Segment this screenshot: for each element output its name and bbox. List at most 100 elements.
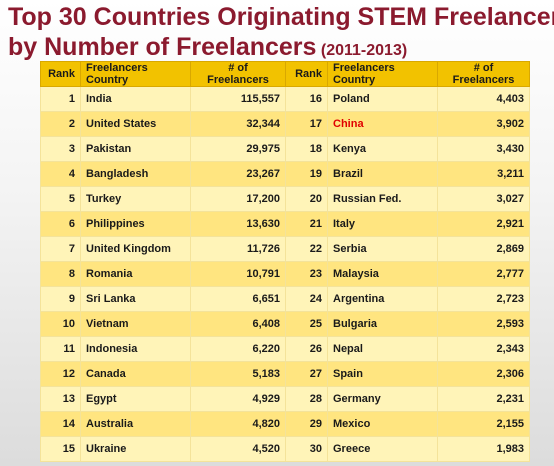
count-cell: 17,200 <box>190 186 286 212</box>
rank-cell: 7 <box>40 236 81 262</box>
rank-cell: 6 <box>40 211 81 237</box>
title-years: (2011-2013) <box>320 42 408 59</box>
country-cell: India <box>80 86 191 112</box>
rank-cell: 10 <box>40 311 81 337</box>
rank-cell: 16 <box>285 86 328 112</box>
rank-cell: 18 <box>285 136 328 162</box>
rank-cell: 25 <box>285 311 328 337</box>
count-cell: 3,211 <box>437 161 530 187</box>
rank-cell: 1 <box>40 86 81 112</box>
rank-cell: 3 <box>40 136 81 162</box>
rank-cell: 28 <box>285 386 328 412</box>
rank-cell: 13 <box>40 386 81 412</box>
rank-cell: 17 <box>285 111 328 137</box>
country-cell: Egypt <box>80 386 191 412</box>
table-row: 13 Egypt 4,929 28 Germany 2,231 <box>40 386 530 412</box>
freelancers-table: Rank Freelancers Country # of Freelancer… <box>40 61 530 462</box>
country-cell: Indonesia <box>80 336 191 362</box>
table-row: 4 Bangladesh 23,267 19 Brazil 3,211 <box>40 161 530 187</box>
count-cell: 4,929 <box>190 386 286 412</box>
country-cell: Philippines <box>80 211 191 237</box>
chart-title: Top 30 Countries Originating STEM Freela… <box>8 2 554 66</box>
rank-cell: 5 <box>40 186 81 212</box>
header-count-left: # of Freelancers <box>190 61 286 87</box>
country-cell: United Kingdom <box>80 236 191 262</box>
count-cell: 4,520 <box>190 436 286 462</box>
count-cell: 2,231 <box>437 386 530 412</box>
table-row: 1 India 115,557 16 Poland 4,403 <box>40 86 530 112</box>
country-cell: Sri Lanka <box>80 286 191 312</box>
table-row: 2 United States 32,344 17 China 3,902 <box>40 111 530 137</box>
country-cell: Nepal <box>327 336 438 362</box>
rank-cell: 14 <box>40 411 81 437</box>
header-country-right: Freelancers Country <box>327 61 438 87</box>
country-cell: Argentina <box>327 286 438 312</box>
country-cell: Poland <box>327 86 438 112</box>
country-cell: Turkey <box>80 186 191 212</box>
country-cell: Italy <box>327 211 438 237</box>
count-cell: 2,921 <box>437 211 530 237</box>
country-cell: Vietnam <box>80 311 191 337</box>
rank-cell: 12 <box>40 361 81 387</box>
table-row: 11 Indonesia 6,220 26 Nepal 2,343 <box>40 336 530 362</box>
country-cell: Bangladesh <box>80 161 191 187</box>
count-cell: 6,651 <box>190 286 286 312</box>
country-cell: Romania <box>80 261 191 287</box>
table-row: 6 Philippines 13,630 21 Italy 2,921 <box>40 211 530 237</box>
count-cell: 10,791 <box>190 261 286 287</box>
country-cell: Brazil <box>327 161 438 187</box>
country-cell: Canada <box>80 361 191 387</box>
header-country-left: Freelancers Country <box>80 61 191 87</box>
count-cell: 32,344 <box>190 111 286 137</box>
count-cell: 4,403 <box>437 86 530 112</box>
country-cell: Ukraine <box>80 436 191 462</box>
rank-cell: 27 <box>285 361 328 387</box>
count-cell: 115,557 <box>190 86 286 112</box>
table-row: 12 Canada 5,183 27 Spain 2,306 <box>40 361 530 387</box>
rank-cell: 11 <box>40 336 81 362</box>
rank-cell: 22 <box>285 236 328 262</box>
country-cell: China <box>327 111 438 137</box>
rank-cell: 23 <box>285 261 328 287</box>
country-cell: Serbia <box>327 236 438 262</box>
rank-cell: 2 <box>40 111 81 137</box>
country-cell: Pakistan <box>80 136 191 162</box>
count-cell: 3,027 <box>437 186 530 212</box>
rank-cell: 19 <box>285 161 328 187</box>
rank-cell: 20 <box>285 186 328 212</box>
count-cell: 2,343 <box>437 336 530 362</box>
table-row: 7 United Kingdom 11,726 22 Serbia 2,869 <box>40 236 530 262</box>
count-cell: 6,220 <box>190 336 286 362</box>
count-cell: 11,726 <box>190 236 286 262</box>
country-cell: Germany <box>327 386 438 412</box>
table-row: 10 Vietnam 6,408 25 Bulgaria 2,593 <box>40 311 530 337</box>
count-cell: 5,183 <box>190 361 286 387</box>
title-line-2: by Number of Freelancers <box>8 33 317 61</box>
country-cell: Australia <box>80 411 191 437</box>
country-cell: Malaysia <box>327 261 438 287</box>
rank-cell: 30 <box>285 436 328 462</box>
country-cell: Bulgaria <box>327 311 438 337</box>
country-cell: United States <box>80 111 191 137</box>
country-cell: Greece <box>327 436 438 462</box>
count-cell: 3,902 <box>437 111 530 137</box>
count-cell: 2,777 <box>437 261 530 287</box>
table-header-row: Rank Freelancers Country # of Freelancer… <box>40 61 530 87</box>
count-cell: 3,430 <box>437 136 530 162</box>
rank-cell: 9 <box>40 286 81 312</box>
count-cell: 1,983 <box>437 436 530 462</box>
count-cell: 6,408 <box>190 311 286 337</box>
count-cell: 2,306 <box>437 361 530 387</box>
table-row: 15 Ukraine 4,520 30 Greece 1,983 <box>40 436 530 462</box>
count-cell: 2,593 <box>437 311 530 337</box>
rank-cell: 8 <box>40 261 81 287</box>
count-cell: 4,820 <box>190 411 286 437</box>
header-count-right: # of Freelancers <box>437 61 530 87</box>
title-line-1: Top 30 Countries Originating STEM Freela… <box>8 3 554 31</box>
country-cell: Mexico <box>327 411 438 437</box>
country-cell: Kenya <box>327 136 438 162</box>
country-cell: Russian Fed. <box>327 186 438 212</box>
table-row: 9 Sri Lanka 6,651 24 Argentina 2,723 <box>40 286 530 312</box>
header-rank-left: Rank <box>40 61 81 87</box>
count-cell: 2,869 <box>437 236 530 262</box>
